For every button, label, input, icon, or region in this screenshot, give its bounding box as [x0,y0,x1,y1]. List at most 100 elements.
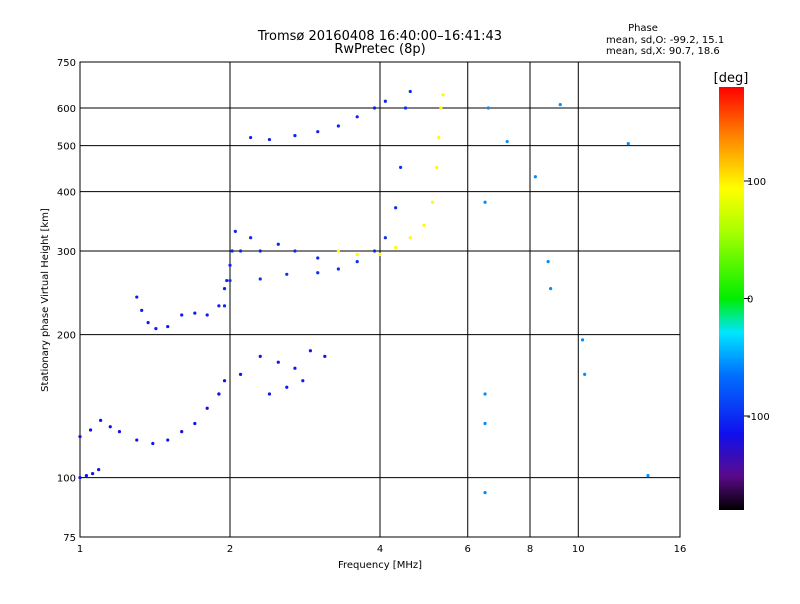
data-point [258,354,262,358]
colorbar-tick-label: -100 [747,412,770,423]
data-point [205,313,209,317]
data-point [430,200,435,204]
data-point [505,139,509,144]
data-point [646,474,650,478]
data-point [180,313,184,317]
data-point [383,236,387,240]
y-axis-ticks: 75 100 200 300 400 500 600 750 [57,58,76,544]
data-point [99,418,103,422]
data-point [276,360,280,364]
data-point [140,308,144,312]
data-point [355,252,359,257]
x-axis-label: Frequency [MHz] [338,560,422,571]
x-axis-ticks: 1 2 4 6 8 10 16 [77,544,687,555]
x-tick-label: 4 [377,544,383,555]
data-point [378,252,382,257]
data-point [233,229,237,233]
data-point [483,491,487,495]
data-point [78,476,82,480]
data-point [336,267,340,271]
data-point [146,321,150,325]
data-point [238,249,243,253]
data-point [180,430,184,434]
colorbar-tick-label: 100 [747,177,766,188]
data-point [78,435,82,439]
data-point [222,287,227,291]
data-point [626,141,630,146]
chart-subtitle: RwPretec (8p) [334,42,425,57]
data-point [258,249,262,253]
data-point [580,338,585,342]
x-tick-label: 2 [227,544,233,555]
x-tick-label: 8 [527,544,533,555]
data-point [193,421,197,426]
data-point [399,165,403,169]
data-point [217,392,221,396]
data-point [394,246,398,250]
data-point [293,249,297,253]
data-point [258,277,262,281]
data-point [225,278,229,283]
data-point [483,421,487,426]
y-tick-label: 500 [57,142,76,153]
data-point [533,175,537,179]
stats-title: Phase [628,23,658,34]
data-point [336,249,340,253]
data-point [108,425,112,429]
data-point [372,249,377,253]
x-tick-label: 1 [77,544,83,555]
x-tick-label: 6 [465,544,471,555]
x-tick-label: 16 [674,544,687,555]
data-point [230,249,234,253]
data-point [403,106,408,110]
grid-lines [80,62,680,537]
data-point [205,406,209,410]
colorbar-label: [deg] [714,71,749,86]
data-point [323,354,327,358]
data-point [151,441,155,446]
data-point [84,474,88,478]
data-point [355,115,359,119]
data-point [238,372,243,376]
data-point [558,103,562,107]
data-point [267,392,272,396]
data-point [336,124,340,128]
data-point [383,99,387,103]
data-point [285,272,289,276]
data-point [228,278,232,283]
data-point [249,135,253,140]
data-point [222,304,227,308]
data-point [166,438,170,442]
colorbar [719,87,744,510]
data-point [441,93,445,97]
data-point [372,106,377,110]
data-point [222,379,227,383]
data-point [316,256,320,260]
data-point [483,200,487,204]
data-point [166,324,170,329]
chart-title: Tromsø 20160408 16:40:00–16:41:43 [257,29,502,44]
data-point [408,236,412,240]
data-point [308,349,313,353]
data-point [435,165,439,169]
data-point [97,467,101,472]
data-point [154,326,158,331]
data-point [437,135,441,140]
data-point [408,89,412,94]
y-tick-label: 750 [57,58,76,69]
data-point [217,304,221,308]
data-point [117,430,122,434]
data-points [78,89,650,495]
y-tick-label: 100 [57,474,76,485]
data-point [267,137,272,142]
data-point [276,242,280,246]
data-point [422,223,426,227]
data-point [439,106,443,110]
data-point [549,287,553,291]
data-point [483,392,487,396]
data-point [546,260,550,264]
stats-line-o: mean, sd,O: -99.2, 15.1 [606,35,724,46]
data-point [316,271,320,275]
data-point [228,263,232,267]
